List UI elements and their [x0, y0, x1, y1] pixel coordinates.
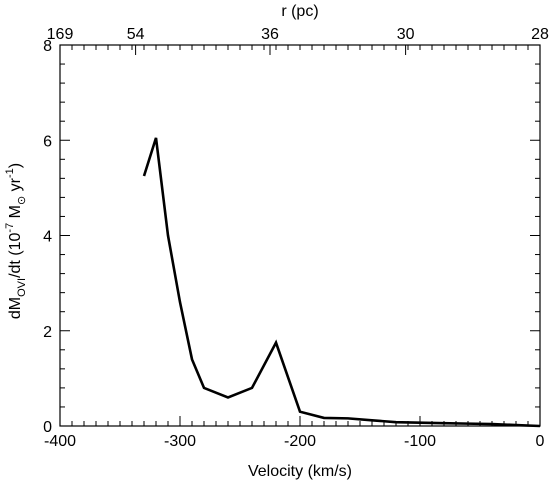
x-tick-label: -200 — [284, 433, 316, 450]
y-tick-label: 8 — [43, 38, 52, 55]
axes: -400 -300 -200 -100 0 169 54 36 30 28 0 2 4 6 8 — [43, 26, 549, 450]
x-tick-label: 0 — [536, 433, 545, 450]
y-label-yr: yr — [7, 177, 24, 195]
y-label-unit: M — [7, 205, 24, 223]
y-label-close: ) — [7, 163, 24, 168]
x-tick-label: -400 — [44, 433, 76, 450]
y-label-exp: -7 — [4, 223, 16, 233]
y-tick-label: 6 — [43, 133, 52, 150]
y-tick-label: 2 — [43, 324, 52, 341]
x-tick-label: -100 — [404, 433, 436, 450]
plot-frame — [59, 44, 541, 427]
x-axis-title: Velocity (km/s) — [248, 463, 352, 480]
top-tick-label: 54 — [127, 26, 145, 43]
x-tick-label: -300 — [164, 433, 196, 450]
top-tick-label: 30 — [397, 26, 415, 43]
y-axis-title: dMOVI/dt (10-7 M⊙ yr-1) — [4, 163, 28, 319]
series-line — [142, 137, 541, 428]
top-axis-title: r (pc) — [281, 3, 318, 20]
y-tick-label: 0 — [43, 419, 52, 436]
y-label-sun: ⊙ — [16, 196, 28, 205]
labels: Velocity (km/s) r (pc) dMOVI/dt (10-7 M⊙… — [4, 3, 352, 480]
top-tick-label: 36 — [261, 26, 279, 43]
top-tick-label: 28 — [531, 26, 549, 43]
y-label-yrexp: -1 — [4, 168, 16, 178]
y-label-mid: /dt (10 — [7, 232, 24, 277]
y-tick-label: 4 — [43, 229, 52, 246]
series-layer — [142, 137, 541, 428]
top-tick-label: 169 — [47, 26, 74, 43]
y-label-main: dM — [7, 297, 24, 319]
y-label-sub: OVI — [16, 278, 28, 297]
